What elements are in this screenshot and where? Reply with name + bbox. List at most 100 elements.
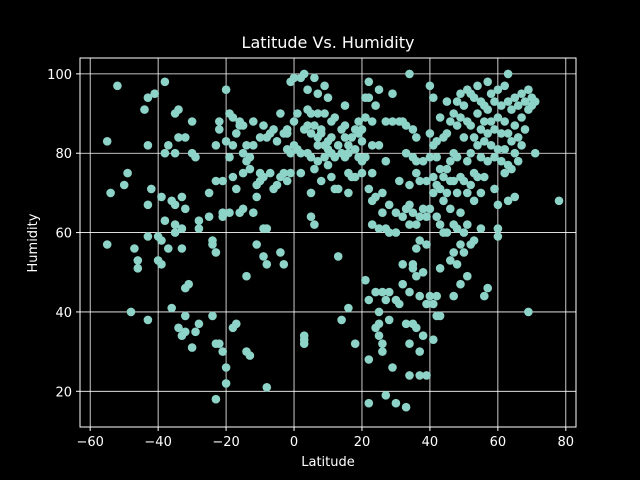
data-point bbox=[361, 152, 370, 162]
data-point bbox=[405, 220, 414, 229]
data-point bbox=[439, 196, 448, 206]
data-point bbox=[232, 184, 241, 194]
data-point bbox=[378, 188, 387, 198]
data-point bbox=[143, 232, 153, 241]
data-point bbox=[269, 125, 278, 134]
data-point bbox=[422, 299, 431, 309]
y-tick-label: 20 bbox=[55, 385, 72, 400]
data-point bbox=[391, 208, 401, 217]
data-point bbox=[340, 101, 350, 110]
data-point bbox=[415, 176, 425, 186]
data-point bbox=[503, 129, 513, 138]
data-point bbox=[412, 323, 421, 333]
data-point bbox=[184, 279, 193, 289]
data-point bbox=[262, 224, 272, 233]
data-point bbox=[286, 148, 295, 158]
data-point bbox=[483, 129, 493, 138]
data-point bbox=[160, 77, 170, 87]
data-point bbox=[463, 220, 472, 229]
data-point bbox=[296, 168, 306, 178]
data-point bbox=[476, 125, 486, 134]
data-point bbox=[510, 148, 520, 158]
data-point bbox=[221, 137, 231, 146]
data-point bbox=[490, 125, 499, 134]
data-point bbox=[320, 152, 329, 162]
y-tick-label: 80 bbox=[55, 147, 72, 162]
data-point bbox=[350, 145, 360, 154]
data-point bbox=[347, 133, 357, 142]
data-point bbox=[323, 160, 333, 170]
data-point bbox=[143, 93, 153, 102]
data-point bbox=[265, 168, 275, 178]
data-point bbox=[456, 113, 465, 122]
data-point bbox=[480, 137, 489, 146]
data-point bbox=[194, 216, 204, 225]
data-point bbox=[476, 224, 486, 233]
data-point bbox=[449, 291, 459, 301]
data-point bbox=[215, 125, 224, 134]
data-point bbox=[218, 176, 227, 186]
data-point bbox=[405, 69, 414, 79]
scatter-points bbox=[102, 69, 564, 412]
data-point bbox=[490, 97, 499, 106]
data-point bbox=[395, 299, 404, 309]
data-point bbox=[524, 85, 533, 94]
data-point bbox=[381, 156, 391, 166]
data-point bbox=[293, 109, 302, 118]
data-point bbox=[170, 148, 180, 158]
data-point bbox=[238, 121, 248, 130]
data-point bbox=[344, 188, 353, 198]
data-point bbox=[391, 228, 401, 237]
data-point bbox=[215, 339, 224, 349]
data-point bbox=[388, 89, 397, 98]
data-point bbox=[466, 121, 476, 130]
data-point bbox=[177, 192, 187, 202]
data-point bbox=[367, 220, 377, 229]
data-point bbox=[259, 121, 268, 130]
data-point bbox=[435, 164, 445, 174]
data-point bbox=[340, 133, 350, 142]
data-point bbox=[327, 133, 336, 142]
data-point bbox=[170, 228, 180, 237]
data-point bbox=[157, 192, 166, 202]
data-point bbox=[238, 148, 248, 158]
data-point bbox=[245, 164, 255, 174]
data-point bbox=[228, 113, 238, 122]
data-point bbox=[473, 81, 482, 91]
data-point bbox=[452, 121, 462, 130]
x-tick-label: 40 bbox=[422, 435, 439, 450]
data-point bbox=[415, 347, 425, 356]
x-axis-label: Latitude bbox=[301, 455, 355, 470]
data-point bbox=[503, 196, 513, 206]
data-point bbox=[215, 117, 224, 126]
data-point bbox=[313, 89, 323, 98]
data-point bbox=[490, 184, 499, 194]
data-point bbox=[245, 351, 255, 360]
data-point bbox=[378, 208, 387, 217]
data-point bbox=[306, 152, 316, 162]
axis-ticks: −60 −40 −20 0 20 40 60 80 20 40 60 80 100 bbox=[47, 68, 574, 450]
data-point bbox=[164, 244, 173, 253]
data-point bbox=[232, 319, 241, 329]
data-point bbox=[398, 212, 408, 221]
data-point bbox=[401, 148, 411, 158]
data-point bbox=[497, 129, 506, 138]
data-point bbox=[513, 156, 523, 166]
data-point bbox=[320, 81, 329, 91]
data-point bbox=[422, 176, 431, 186]
x-tick-label: −20 bbox=[212, 435, 239, 450]
data-point bbox=[473, 172, 482, 182]
data-point bbox=[323, 93, 333, 102]
data-point bbox=[221, 363, 231, 372]
data-point bbox=[259, 252, 268, 261]
data-point bbox=[211, 248, 221, 257]
data-point bbox=[160, 148, 170, 158]
data-point bbox=[480, 117, 489, 126]
data-point bbox=[388, 117, 397, 126]
data-point bbox=[364, 184, 374, 194]
data-point bbox=[459, 101, 469, 110]
data-point bbox=[282, 176, 292, 186]
data-point bbox=[374, 307, 384, 317]
data-point bbox=[425, 204, 435, 214]
